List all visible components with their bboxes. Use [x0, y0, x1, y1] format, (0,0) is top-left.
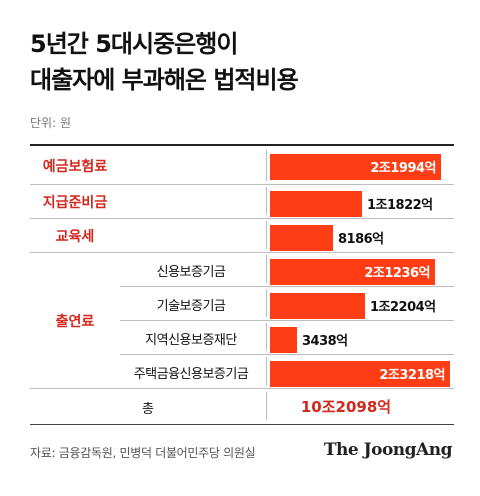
- column-divider: [266, 323, 267, 351]
- column-divider: [266, 255, 267, 283]
- category-contribution: 출연료: [55, 314, 95, 330]
- bar-value-label-4: 1조2204억: [370, 300, 436, 315]
- column-divider: [266, 289, 267, 317]
- row-divider: [30, 388, 454, 389]
- chart-title-line2: 대출자에 부과해온 법적비용: [30, 66, 299, 94]
- unit-label: 단위: 원: [30, 116, 71, 130]
- bar-chart: 10조2098억 2조1994억 1조1822억 8186억 2조1236억 1조220…: [270, 154, 450, 416]
- bar-5: [270, 327, 297, 353]
- sub-label-housing-guarantee: 주택금융신용보증기금: [133, 367, 249, 382]
- publisher-logo: The JoongAng: [323, 440, 453, 460]
- chart-title-line1: 5년간 5대시중은행이: [30, 30, 238, 58]
- row-divider: [120, 354, 454, 355]
- category-deposit-insurance: 예금보험료: [42, 159, 108, 175]
- column-divider: [266, 149, 267, 181]
- bar-3: [270, 259, 435, 285]
- column-divider: [266, 392, 267, 420]
- total-label: 총: [142, 402, 154, 417]
- sub-label-credit-guarantee: 신용보증기금: [156, 265, 226, 280]
- column-divider: [266, 357, 267, 385]
- row-divider: [30, 218, 454, 219]
- bar-value-label-5: 3438억: [302, 334, 348, 349]
- category-reserve: 지급준비금: [42, 195, 108, 211]
- bar-value-label-6: 2조3218억: [379, 368, 445, 383]
- cost-table: 예금보험료 지급준비금 교육세 출연료 신용보증기금 기술보증기금 지역신용보증…: [30, 144, 454, 425]
- row-divider: [120, 320, 454, 321]
- bar-value-label-1: 1조1822억: [367, 198, 433, 213]
- total-value: 10조2098억: [301, 398, 391, 416]
- bar-0: [270, 154, 441, 180]
- category-education-tax: 교육세: [55, 229, 95, 245]
- bar-value-label-2: 8186억: [338, 232, 384, 247]
- row-divider: [30, 252, 454, 253]
- column-divider: [266, 187, 267, 215]
- sub-label-tech-guarantee: 기술보증기금: [156, 299, 226, 314]
- column-divider: [266, 221, 267, 249]
- bar-1: [270, 191, 362, 217]
- source-note: 자료: 금융감독원, 민병덕 더불어민주당 의원실: [30, 446, 256, 460]
- row-divider: [30, 184, 454, 185]
- bar-value-label-0: 2조1994억: [370, 161, 436, 176]
- bar-value-label-3: 2조1236억: [364, 266, 430, 281]
- sub-label-regional-guarantee: 지역신용보증재단: [145, 333, 237, 348]
- bar-2: [270, 225, 333, 251]
- bar-4: [270, 293, 365, 319]
- chart-title: 5년간 5대시중은행이 대출자에 부과해온 법적비용: [30, 26, 299, 98]
- bar-6: [270, 361, 450, 387]
- row-divider: [120, 286, 454, 287]
